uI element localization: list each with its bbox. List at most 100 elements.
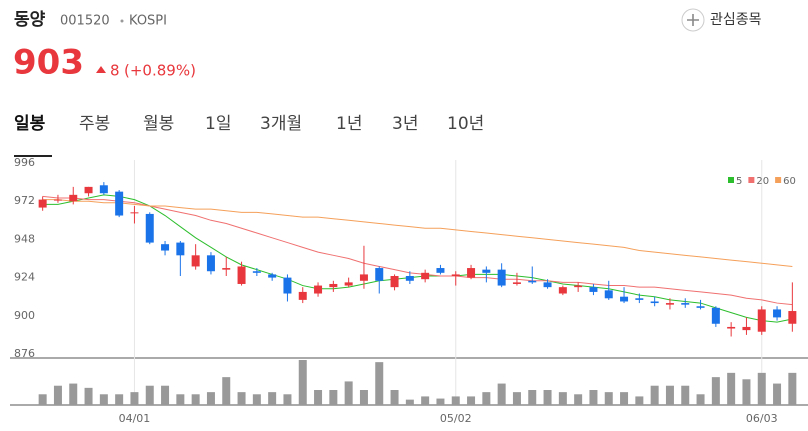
- market: KOSPI: [129, 14, 167, 29]
- tab[interactable]: 3개월: [260, 114, 302, 134]
- candle-body: [99, 185, 108, 194]
- tab[interactable]: 1년: [336, 114, 362, 134]
- volume-bar: [681, 385, 690, 405]
- volume-bar: [99, 394, 108, 405]
- volume-bar: [38, 394, 47, 405]
- volume-bar: [635, 396, 644, 405]
- volume-bar: [665, 385, 674, 405]
- candle-body: [314, 285, 323, 294]
- volume-bar: [574, 394, 583, 405]
- stock-name: 동양: [14, 10, 46, 30]
- candle-body: [252, 271, 261, 273]
- volume-bar: [53, 385, 62, 405]
- candle-body: [375, 268, 384, 281]
- legend-swatch: [728, 177, 734, 183]
- change-pct: (+0.89%): [124, 62, 196, 80]
- volume-bar: [620, 392, 629, 405]
- volume-bar: [711, 377, 720, 405]
- volume-bar: [451, 396, 460, 405]
- volume-bar: [696, 394, 705, 405]
- volume-bar: [283, 394, 292, 405]
- candle-body: [773, 309, 782, 318]
- candle-body: [237, 266, 246, 284]
- volume-bar: [788, 372, 797, 405]
- candle-body: [161, 244, 170, 251]
- candle-body: [589, 287, 598, 292]
- volume-bar: [130, 392, 139, 405]
- candle-body: [405, 276, 414, 281]
- volume-bar: [237, 392, 246, 405]
- candle-body: [681, 303, 690, 305]
- candle-body: [727, 326, 736, 329]
- y-tick-label: 876: [14, 347, 35, 360]
- candle-body: [451, 274, 460, 277]
- volume-bar: [512, 392, 521, 405]
- volume-bar: [115, 394, 124, 405]
- watch-button[interactable]: 관심종목: [681, 8, 762, 32]
- volume-bar: [589, 390, 598, 405]
- volume-bar: [329, 390, 338, 405]
- moving-average: [42, 194, 793, 323]
- candle-body: [298, 291, 307, 300]
- volume-bar: [359, 390, 368, 405]
- volume-bar: [252, 394, 261, 405]
- stock-code: 001520: [60, 14, 110, 29]
- x-tick-label: 05/02: [440, 412, 472, 425]
- volume-bar: [773, 383, 782, 405]
- candle-body: [788, 311, 797, 324]
- candle-body: [742, 326, 751, 331]
- tab[interactable]: 월봉: [143, 114, 174, 134]
- volume-bar: [436, 398, 445, 405]
- volume-bar: [375, 362, 384, 405]
- volume-bar: [69, 383, 78, 405]
- tab[interactable]: 주봉: [79, 114, 110, 134]
- volume-bar: [161, 385, 170, 405]
- candle-body: [482, 269, 491, 273]
- moving-average: [42, 195, 793, 306]
- volume-bar: [390, 390, 399, 405]
- candle-body: [115, 191, 124, 216]
- candle-body: [283, 277, 292, 294]
- up-arrow: [96, 66, 106, 73]
- tab[interactable]: 일봉: [14, 114, 46, 134]
- candle-body: [38, 199, 47, 208]
- volume-bar: [298, 360, 307, 405]
- candle-body: [206, 255, 215, 272]
- candle-body: [84, 186, 93, 194]
- volume-bar: [206, 392, 215, 405]
- volume-bar: [727, 372, 736, 405]
- watch-label: 관심종목: [710, 12, 762, 28]
- candle-body: [558, 287, 567, 294]
- volume-bar: [742, 379, 751, 405]
- tab[interactable]: 3년: [392, 114, 418, 134]
- candle-body: [696, 306, 705, 308]
- candle-body: [69, 194, 78, 202]
- legend-swatch: [775, 177, 782, 183]
- candle-body: [512, 282, 521, 284]
- volume-bar: [222, 377, 231, 405]
- candle-body: [543, 282, 552, 288]
- y-tick-label: 948: [14, 232, 35, 245]
- candle-body: [528, 280, 537, 283]
- volume-bar: [176, 394, 185, 405]
- volume-bar: [497, 383, 506, 405]
- candle-body: [604, 290, 613, 299]
- candle-body: [145, 213, 154, 243]
- volume-bar: [757, 372, 766, 405]
- candle-body: [191, 255, 200, 267]
- candle-body: [711, 307, 720, 324]
- tab[interactable]: 10년: [447, 114, 484, 134]
- volume-bar: [482, 392, 491, 405]
- moving-average: [42, 199, 793, 267]
- tab[interactable]: 1일: [205, 114, 231, 134]
- volume-bar: [528, 390, 537, 405]
- volume-bar: [604, 392, 613, 405]
- volume-bar: [650, 385, 659, 405]
- change: 8: [110, 62, 120, 80]
- candle-body: [620, 296, 629, 302]
- plus: [687, 14, 699, 26]
- volume-bar: [405, 399, 414, 405]
- candle-body: [757, 309, 766, 332]
- x-tick-label: 04/01: [119, 412, 151, 425]
